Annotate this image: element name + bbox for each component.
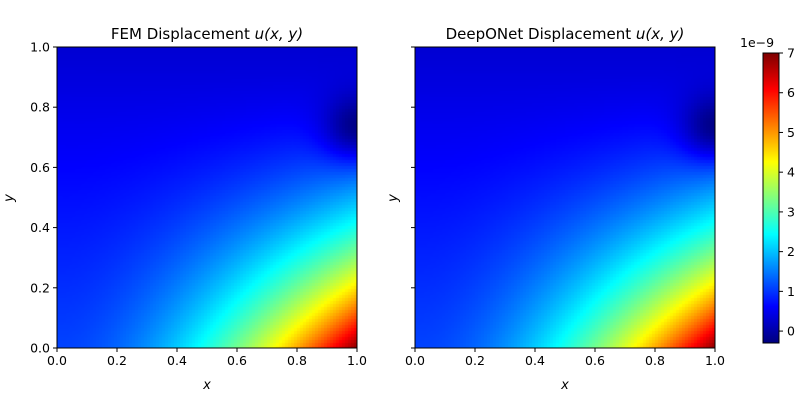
deeponet-y-label: y: [386, 194, 401, 203]
y-tick-label: 1.0: [30, 40, 50, 55]
colorbar-multiplier: 1e−9: [740, 35, 774, 50]
x-tick-label: 0.4: [525, 353, 545, 368]
x-tick-label: 0.6: [227, 353, 247, 368]
colorbar-frame: [762, 52, 780, 344]
colorbar-tick-label: 6: [787, 85, 795, 100]
deeponet-axes-frame: [414, 46, 716, 349]
x-tick-label: 1.0: [705, 353, 725, 368]
x-tick-label: 0.6: [585, 353, 605, 368]
deeponet-x-label: x: [560, 378, 569, 393]
x-tick-label: 0.2: [107, 353, 127, 368]
deeponet-title: DeepONet Displacement u(x, y): [446, 25, 685, 43]
deeponet-y-ticks: [411, 46, 415, 349]
deeponet-x-ticks: 0.0 0.2 0.4 0.6 0.8 1.0: [405, 348, 725, 368]
deeponet-heatmap: [415, 47, 715, 348]
y-tick-label: 0.4: [30, 220, 50, 235]
colorbar-tick-label: 1: [787, 284, 795, 299]
x-tick-label: 0.4: [167, 353, 187, 368]
panel-deeponet: DeepONet Displacement u(x, y) 0.0 0.2 0.4 0…: [386, 25, 725, 393]
fem-axes-frame: [56, 46, 358, 349]
x-tick-label: 0.2: [465, 353, 485, 368]
colorbar-gradient: [763, 53, 779, 343]
fem-y-ticks: 0.0 0.2 0.4 0.6 0.8 1.0: [30, 40, 57, 356]
colorbar-tick-label: 7: [787, 46, 795, 61]
y-tick-label: 0.8: [30, 100, 50, 115]
colorbar-ticks: 0 1 2 3 4 5 6 7: [779, 46, 795, 339]
colorbar-tick-label: 2: [787, 244, 795, 259]
colorbar-tick-label: 3: [787, 204, 795, 219]
colorbar-tick-label: 4: [787, 165, 795, 180]
y-tick-label: 0.6: [30, 160, 50, 175]
fem-x-ticks: 0.0 0.2 0.4 0.6 0.8 1.0: [47, 348, 367, 368]
colorbar-tick-label: 0: [787, 324, 795, 339]
y-tick-label: 0.2: [30, 280, 50, 295]
fem-title: FEM Displacement u(x, y): [111, 25, 303, 43]
x-tick-label: 0.8: [287, 353, 307, 368]
fem-heatmap: [57, 47, 357, 348]
fem-x-label: x: [202, 378, 211, 393]
y-tick-label: 0.0: [30, 341, 50, 356]
x-tick-label: 0.0: [47, 353, 67, 368]
panel-fem: FEM Displacement u(x, y) 0.0 0.2 0.4 0.6 0.8…: [2, 25, 367, 393]
x-tick-label: 0.8: [645, 353, 665, 368]
x-tick-label: 1.0: [347, 353, 367, 368]
fem-y-label: y: [2, 194, 17, 203]
colorbar: 1e−9 0 1 2 3 4 5 6 7: [740, 35, 795, 344]
x-tick-label: 0.0: [405, 353, 425, 368]
colorbar-tick-label: 5: [787, 125, 795, 140]
